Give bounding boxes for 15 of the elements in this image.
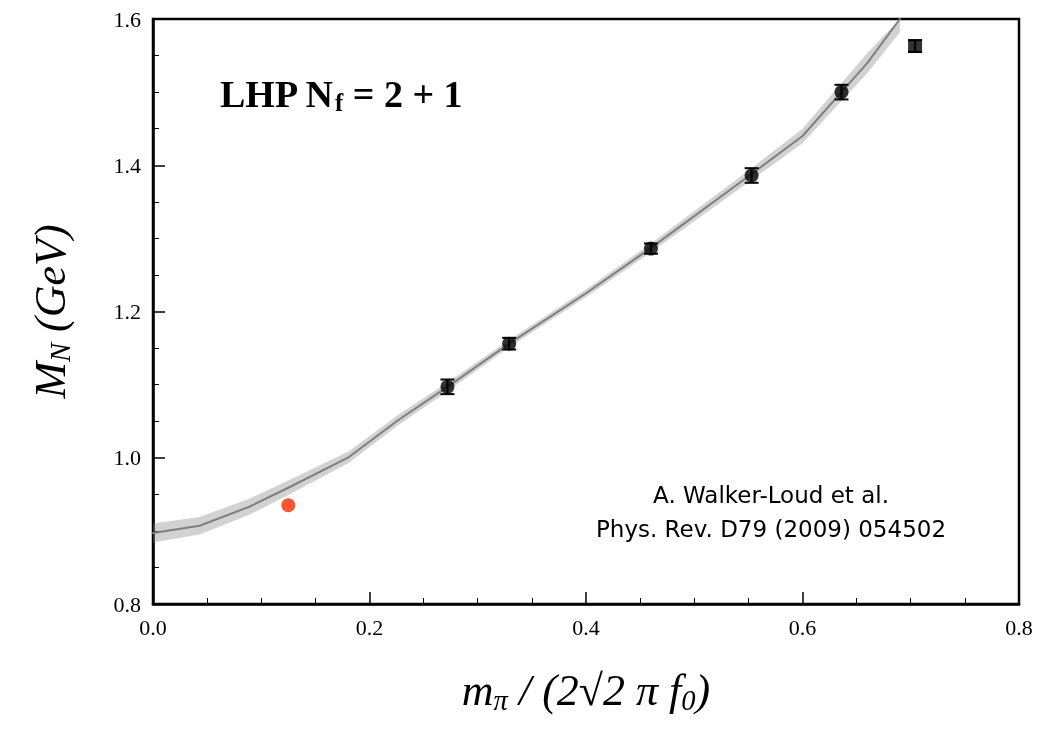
annotation: A. Walker-Loud et al. bbox=[653, 481, 889, 508]
y-tick-label: 1.6 bbox=[113, 6, 141, 32]
y-axis-title: MN (GeV) bbox=[26, 224, 76, 400]
annotation: Phys. Rev. D79 (2009) 054502 bbox=[595, 515, 947, 542]
y-tick-label: 1.2 bbox=[113, 299, 141, 324]
y-tick-label: 1.0 bbox=[113, 445, 141, 471]
x-tick-label: 0.6 bbox=[788, 614, 817, 640]
x-tick-label: 0.4 bbox=[572, 614, 600, 640]
y-tick-label: 1.4 bbox=[113, 152, 141, 178]
x-tick-label: 0.8 bbox=[1005, 614, 1033, 640]
y-tick-label: 0.8 bbox=[113, 591, 141, 617]
x-tick-label: 0.2 bbox=[355, 614, 384, 640]
x-tick-label: 0.0 bbox=[139, 614, 167, 640]
point bbox=[281, 498, 296, 513]
x-axis-title: mπ / (2√2 π f0) bbox=[461, 665, 711, 716]
